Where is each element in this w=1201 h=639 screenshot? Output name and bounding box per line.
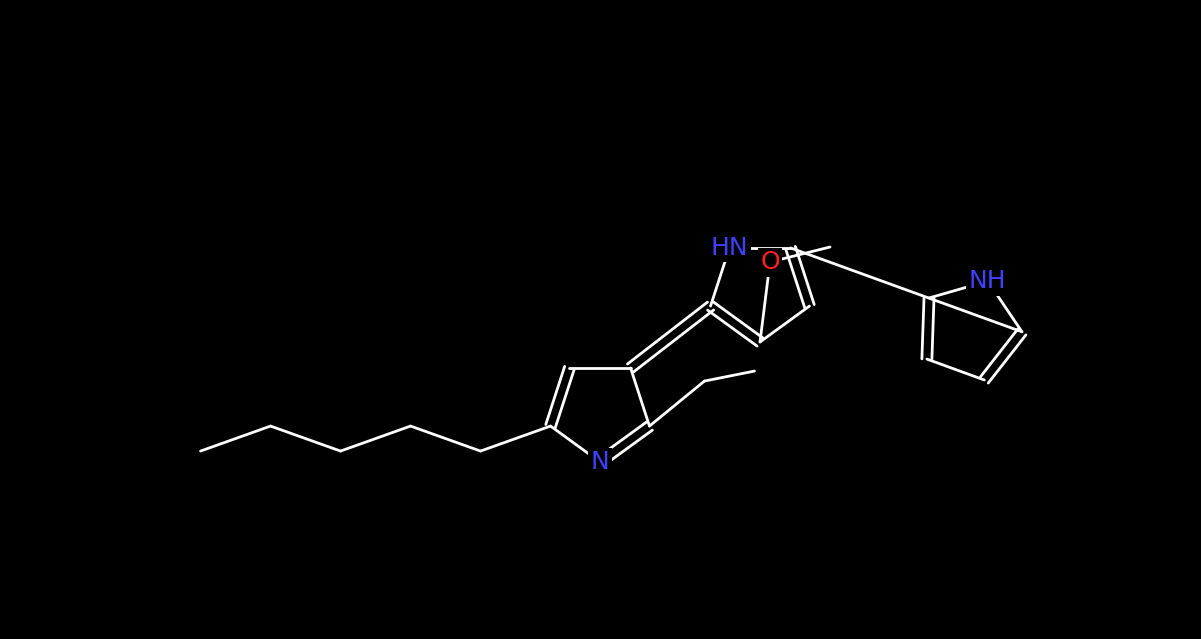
Text: HN: HN	[711, 236, 748, 260]
Text: NH: NH	[969, 269, 1006, 293]
Text: O: O	[760, 250, 779, 274]
Text: N: N	[591, 450, 609, 474]
